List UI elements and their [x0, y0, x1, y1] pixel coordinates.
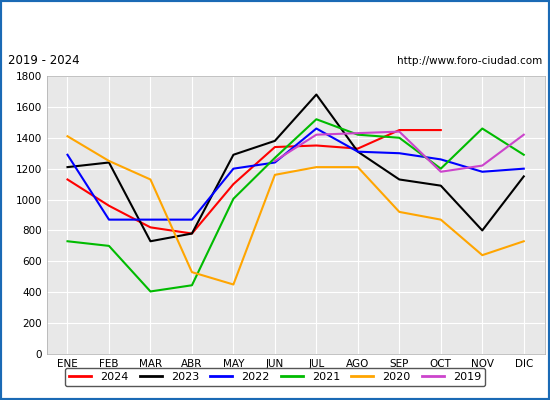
Text: 2019 - 2024: 2019 - 2024 [8, 54, 80, 68]
Legend: 2024, 2023, 2022, 2021, 2020, 2019: 2024, 2023, 2022, 2021, 2020, 2019 [64, 368, 486, 386]
Text: http://www.foro-ciudad.com: http://www.foro-ciudad.com [397, 56, 542, 66]
Text: Evolucion Nº Turistas Nacionales en el municipio de Aldeamayor de San Martín: Evolucion Nº Turistas Nacionales en el m… [0, 16, 550, 30]
